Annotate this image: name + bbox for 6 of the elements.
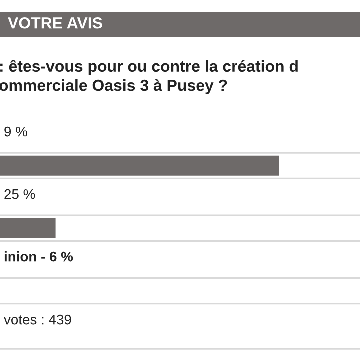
annotation: inion - 6 % [4,252,74,262]
annotation: 25 % [4,189,36,200]
text: votes : 439 [4,314,72,325]
chart-title: VOTRE AVIS [8,17,102,29]
annotation: 9 % [4,126,28,137]
chart-subtitle: : êtes-vous pour ou contre la création d ommerciale Oasis 3 à Pusey ? [0,60,298,94]
